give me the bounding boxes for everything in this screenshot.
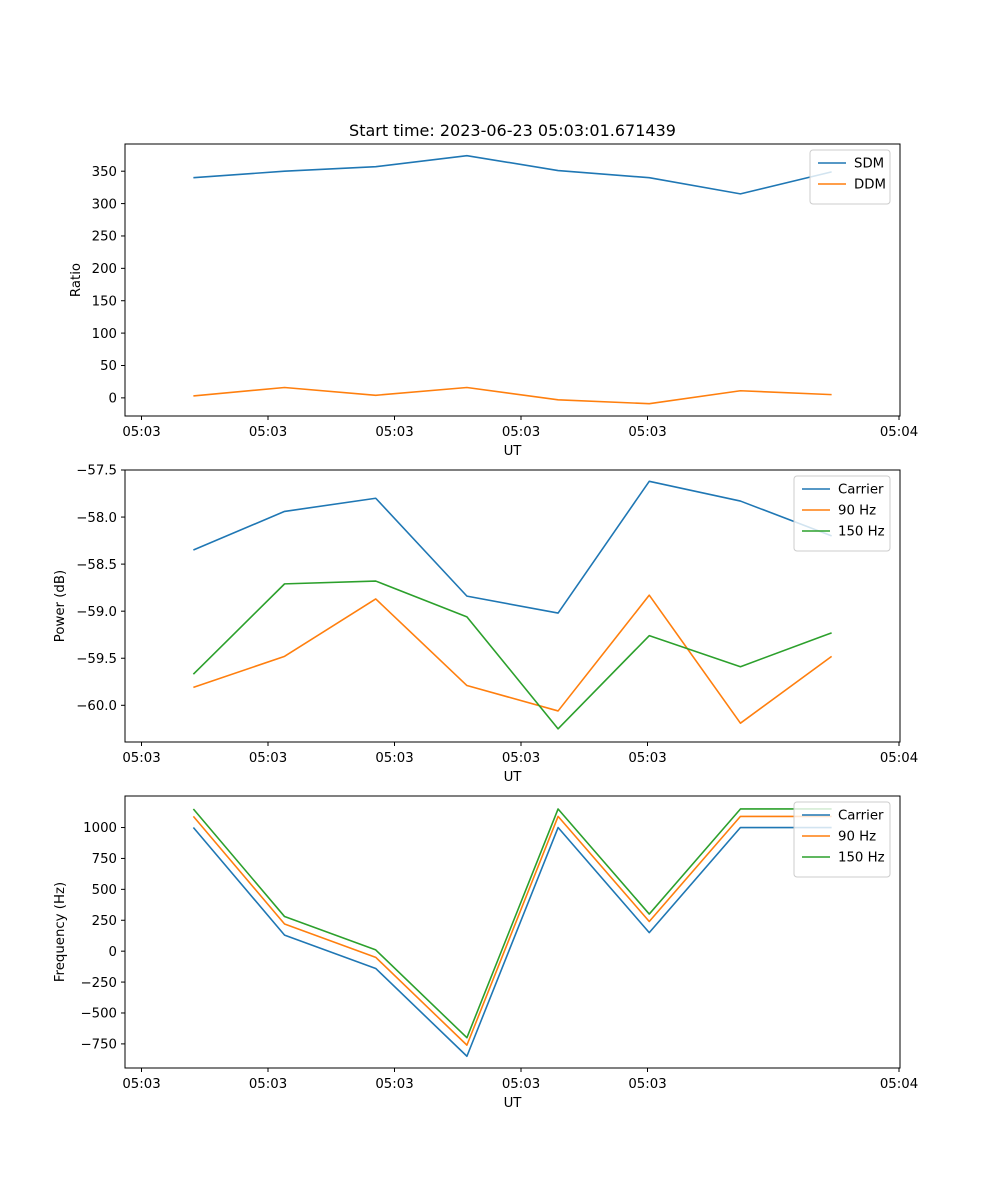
ratio-ytick-label: 300: [92, 197, 117, 212]
frequency-yaxis-label: Frequency (Hz): [53, 882, 68, 982]
ratio-yaxis-label: Ratio: [69, 263, 84, 297]
ratio-xtick-label: 05:03: [249, 425, 287, 440]
power-legend: Carrier 90 Hz 150 Hz: [793, 475, 891, 552]
frequency-ytick-label: 750: [92, 852, 117, 867]
frequency-ytick-label: −250: [80, 976, 117, 991]
ratio-ytick-label: 100: [92, 327, 117, 342]
power-xaxis-label: UT: [504, 770, 523, 785]
power-legend-label: 90 Hz: [838, 504, 876, 519]
frequency-ytick-label: −750: [80, 1038, 117, 1053]
power-ytick-label: −57.5: [76, 464, 117, 479]
ratio-ytick-label: 250: [92, 230, 117, 245]
power-panel: −57.5 −58.0 −58.5 −59.0 −59.5 −60.0 05:03 05:03…: [53, 464, 918, 785]
frequency-legend-label: 150 Hz: [838, 851, 885, 866]
ratio-xtick-label: 05:03: [628, 425, 666, 440]
figure-title: Start time: 2023-06-23 05:03:01.671439: [349, 121, 676, 140]
power-xtick-label: 05:04: [880, 751, 918, 766]
ratio-ytick-label: 350: [92, 165, 117, 180]
frequency-xtick-label: 05:03: [502, 1077, 540, 1092]
frequency-series-line-0: [192, 826, 832, 1058]
ratio-series-line-0: [193, 154, 832, 195]
power-ytick-label: −60.0: [76, 699, 117, 714]
ratio-ytick-label: 0: [109, 392, 117, 407]
power-ytick-label: −59.0: [76, 605, 117, 620]
frequency-ytick-label: 500: [92, 883, 117, 898]
frequency-legend-label: Carrier: [838, 809, 884, 824]
ratio-xtick-label: 05:04: [880, 425, 918, 440]
power-ytick-label: −58.0: [76, 511, 117, 526]
frequency-ytick-label: 0: [109, 945, 117, 960]
ratio-panel: 0 50 100 150 200 250 300 350 05:03 05:03 05:03 05:0…: [69, 143, 918, 459]
ratio-legend-label: DDM: [854, 178, 886, 193]
power-series-line-0: [193, 480, 832, 614]
power-xtick-label: 05:03: [502, 751, 540, 766]
ratio-axes-frame: [124, 143, 901, 417]
ratio-ytick-label: 150: [92, 294, 117, 309]
frequency-ytick-label: 1000: [83, 821, 117, 836]
ratio-xtick-label: 05:03: [502, 425, 540, 440]
ratio-xtick-label: 05:03: [122, 425, 160, 440]
power-xtick-label: 05:03: [628, 751, 666, 766]
frequency-legend: Carrier 90 Hz 150 Hz: [793, 801, 891, 878]
frequency-xtick-label: 05:04: [880, 1077, 918, 1092]
power-legend-box: [793, 475, 891, 552]
ratio-xaxis-label: UT: [504, 444, 523, 459]
ratio-xtick-label: 05:03: [375, 425, 413, 440]
frequency-axes-frame: [124, 795, 901, 1069]
power-legend-label: Carrier: [838, 483, 884, 498]
power-series-line-1: [193, 594, 833, 724]
frequency-legend-box: [793, 801, 891, 878]
frequency-xtick-label: 05:03: [122, 1077, 160, 1092]
frequency-xtick-label: 05:03: [628, 1077, 666, 1092]
power-axes-frame: [124, 469, 901, 743]
power-xtick-label: 05:03: [375, 751, 413, 766]
ratio-legend-label: SDM: [854, 157, 884, 172]
frequency-xaxis-label: UT: [504, 1096, 523, 1111]
ratio-ytick-label: 200: [92, 262, 117, 277]
ratio-legend: SDM DDM: [809, 149, 891, 205]
power-ytick-label: −58.5: [76, 558, 117, 573]
power-yaxis-label: Power (dB): [53, 570, 68, 642]
power-xtick-label: 05:03: [249, 751, 287, 766]
power-ytick-label: −59.5: [76, 652, 117, 667]
frequency-legend-label: 90 Hz: [838, 830, 876, 845]
power-xtick-label: 05:03: [122, 751, 160, 766]
frequency-panel: 1000 750 500 250 0 −250 −500 −750 05:03 05:03 05:0…: [53, 795, 918, 1111]
power-series-line-2: [192, 580, 832, 730]
power-legend-label: 150 Hz: [838, 525, 885, 540]
ratio-series-line-1: [193, 386, 832, 405]
frequency-ytick-label: 250: [92, 914, 117, 929]
frequency-series-line-2: [192, 808, 832, 1039]
frequency-xtick-label: 05:03: [249, 1077, 287, 1092]
ratio-ytick-label: 50: [100, 359, 117, 374]
frequency-xtick-label: 05:03: [375, 1077, 413, 1092]
frequency-ytick-label: −500: [80, 1007, 117, 1022]
frequency-series-line-1: [192, 815, 832, 1046]
